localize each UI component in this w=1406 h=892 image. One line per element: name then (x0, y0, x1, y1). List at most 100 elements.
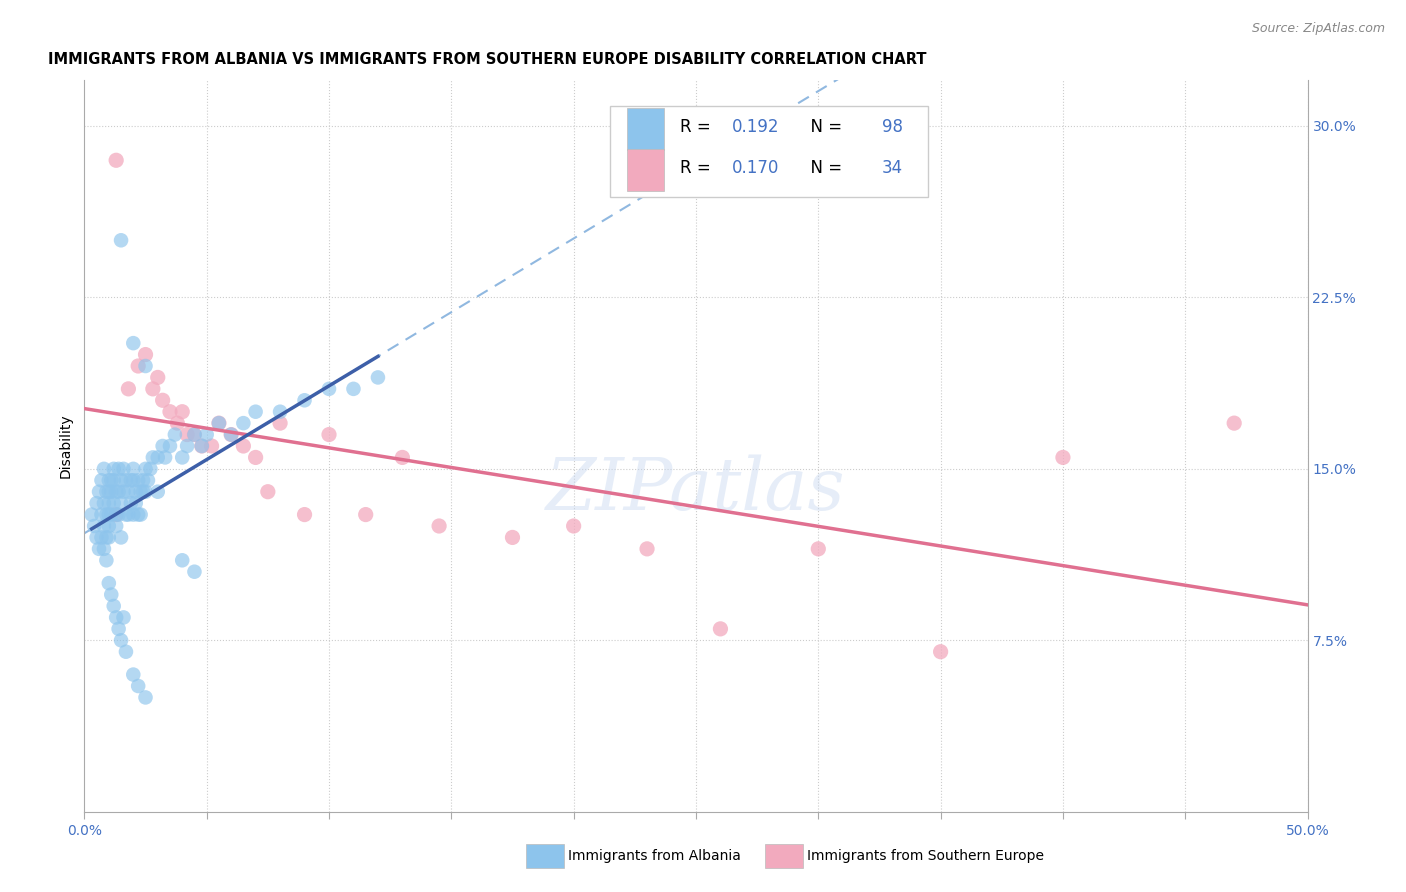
Point (110, 233, 132, 247)
Point (105, 484, 128, 499)
Point (152, 439, 174, 453)
Point (122, 667, 145, 681)
FancyBboxPatch shape (627, 109, 664, 150)
Point (153, 450, 176, 465)
Point (232, 439, 254, 453)
Point (135, 484, 157, 499)
Point (100, 508, 122, 522)
Point (107, 462, 129, 476)
Point (1052, 450, 1074, 465)
Point (115, 473, 138, 487)
Point (1223, 416, 1246, 430)
Point (132, 484, 155, 499)
Point (122, 336, 145, 351)
Point (86, 530, 108, 544)
Point (112, 462, 135, 476)
Point (142, 382, 165, 396)
Point (391, 450, 413, 465)
Text: 0.170: 0.170 (731, 159, 779, 177)
Point (117, 484, 139, 499)
Point (105, 508, 128, 522)
Point (219, 427, 242, 442)
Text: ZIPatlas: ZIPatlas (546, 455, 846, 525)
Point (100, 588, 122, 602)
Point (103, 496, 125, 510)
Point (146, 370, 169, 384)
Text: IMMIGRANTS FROM ALBANIA VS IMMIGRANTS FROM SOUTHERN EUROPE DISABILITY CORRELATIO: IMMIGRANTS FROM ALBANIA VS IMMIGRANTS FR… (48, 52, 927, 67)
Point (97, 530, 120, 544)
Point (342, 382, 364, 396)
Point (562, 519, 585, 533)
Point (135, 462, 157, 476)
Point (127, 508, 149, 522)
Point (80, 508, 103, 522)
Point (90, 530, 112, 544)
Text: Immigrants from Albania: Immigrants from Albania (568, 849, 741, 863)
Point (208, 416, 231, 430)
Point (146, 484, 169, 499)
Point (87, 541, 110, 556)
Point (110, 496, 132, 510)
Text: Source: ZipAtlas.com: Source: ZipAtlas.com (1251, 22, 1385, 36)
Point (176, 439, 198, 453)
Point (97, 496, 120, 510)
Point (83, 519, 105, 533)
Point (127, 679, 149, 693)
FancyBboxPatch shape (627, 149, 664, 191)
Point (191, 439, 214, 453)
Point (87, 484, 110, 499)
Point (112, 484, 135, 499)
Point (97, 484, 120, 499)
Point (172, 450, 194, 465)
Point (146, 450, 169, 465)
Text: Immigrants from Southern Europe: Immigrants from Southern Europe (807, 849, 1045, 863)
Point (807, 541, 830, 556)
Point (105, 508, 128, 522)
Point (502, 530, 524, 544)
Point (90, 473, 112, 487)
Point (129, 508, 152, 522)
Text: 0.192: 0.192 (731, 119, 779, 136)
Point (135, 690, 157, 705)
Text: 98: 98 (882, 119, 903, 136)
Point (929, 645, 952, 659)
Point (200, 439, 222, 453)
Point (132, 473, 155, 487)
Point (120, 496, 142, 510)
Point (195, 427, 218, 442)
Point (183, 427, 205, 442)
Point (96, 508, 118, 522)
Point (294, 393, 316, 408)
Point (294, 508, 316, 522)
Point (245, 450, 267, 465)
Point (125, 496, 148, 510)
Point (129, 484, 152, 499)
Point (122, 508, 145, 522)
Point (107, 622, 129, 636)
Point (110, 633, 132, 648)
Point (107, 484, 129, 499)
Point (135, 347, 157, 362)
Point (115, 645, 138, 659)
Point (117, 382, 139, 396)
Point (103, 473, 125, 487)
Point (245, 405, 267, 419)
Text: N =: N = (800, 119, 848, 136)
Point (269, 405, 291, 419)
Point (103, 462, 125, 476)
Point (159, 439, 181, 453)
Point (136, 473, 159, 487)
Point (110, 473, 132, 487)
Point (709, 622, 731, 636)
Point (96, 530, 118, 544)
Point (93, 541, 115, 556)
FancyBboxPatch shape (610, 106, 928, 197)
Point (636, 541, 658, 556)
Point (257, 484, 280, 499)
Point (139, 462, 162, 476)
Point (117, 508, 139, 522)
Point (100, 484, 122, 499)
Point (100, 473, 122, 487)
Text: R =: R = (681, 119, 716, 136)
Point (208, 416, 231, 430)
